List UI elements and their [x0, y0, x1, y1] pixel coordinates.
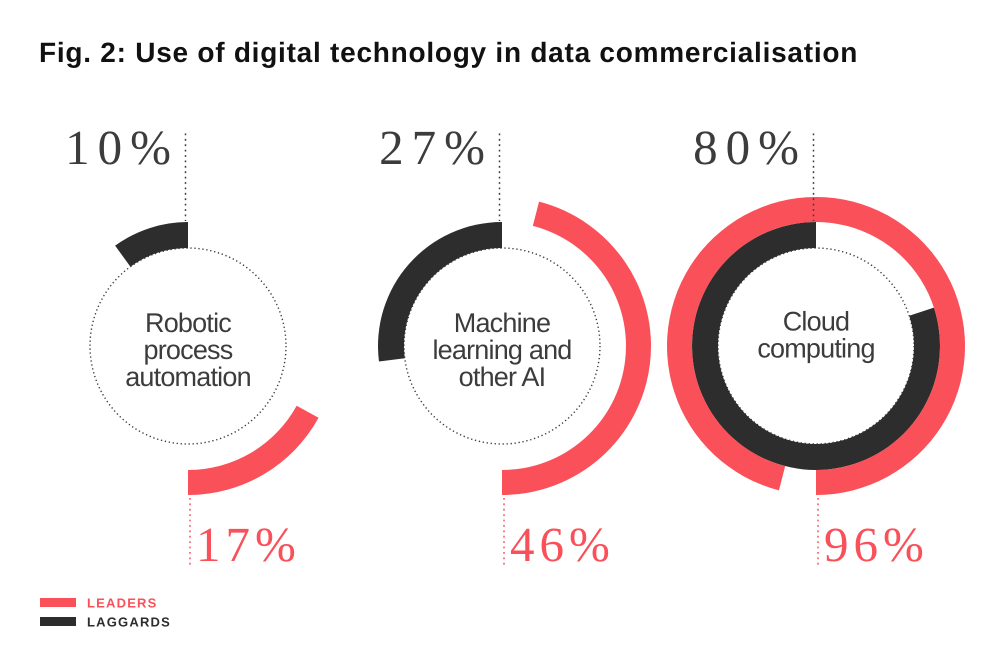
svg-text:27%: 27% — [379, 120, 493, 175]
svg-text:Cloud: Cloud — [783, 307, 850, 337]
svg-text:learning and: learning and — [432, 335, 571, 365]
svg-text:process: process — [144, 335, 233, 365]
svg-text:10%: 10% — [65, 120, 179, 175]
svg-text:96%: 96% — [824, 517, 929, 572]
svg-text:46%: 46% — [510, 517, 615, 572]
svg-text:Robotic: Robotic — [145, 308, 231, 338]
svg-text:computing: computing — [757, 334, 874, 364]
svg-text:LEADERS: LEADERS — [87, 596, 158, 611]
svg-text:80%: 80% — [693, 120, 807, 175]
svg-text:Machine: Machine — [454, 308, 550, 338]
svg-text:17%: 17% — [196, 517, 301, 572]
svg-text:automation: automation — [125, 362, 251, 392]
svg-text:other AI: other AI — [459, 362, 546, 392]
svg-text:LAGGARDS: LAGGARDS — [87, 615, 171, 630]
svg-text:Fig. 2: Use of digital technol: Fig. 2: Use of digital technology in dat… — [39, 37, 858, 68]
